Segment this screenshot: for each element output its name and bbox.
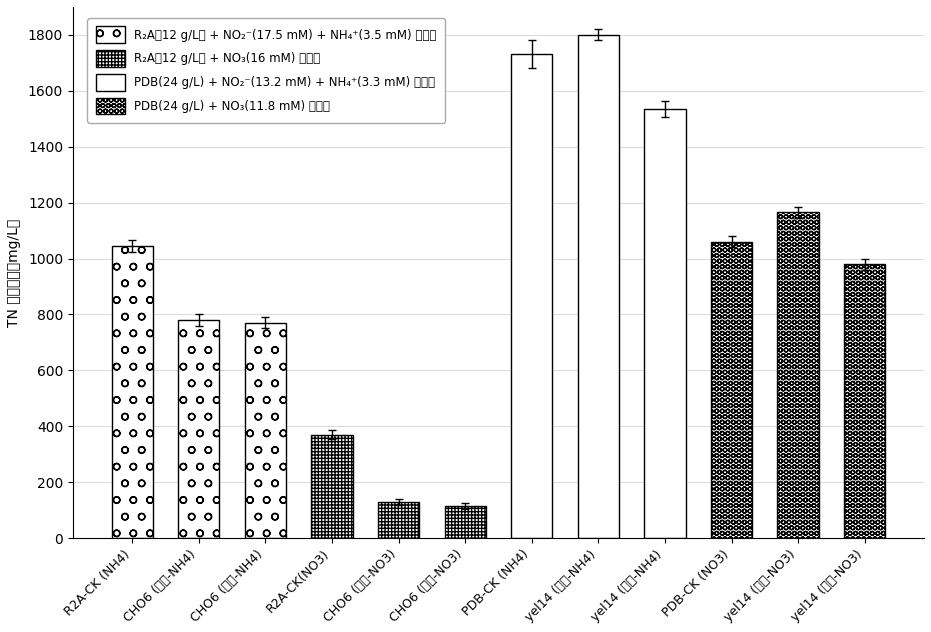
Bar — [444, 506, 486, 538]
Bar — [578, 35, 619, 538]
Bar — [245, 323, 286, 538]
Bar — [644, 109, 685, 538]
Bar — [178, 320, 220, 538]
Bar — [112, 246, 153, 538]
Y-axis label: TN 的剩余量（mg/L）: TN 的剩余量（mg/L） — [7, 219, 20, 327]
Bar — [711, 242, 752, 538]
Bar — [777, 212, 818, 538]
Legend: R₂A（12 g/L） + NO₂⁻(17.5 mM) + NH₄⁺(3.5 mM) 培养基, R₂A（12 g/L） + NO₃(16 mM) 培养基, PD: R₂A（12 g/L） + NO₂⁻(17.5 mM) + NH₄⁺(3.5 m… — [88, 18, 445, 123]
Bar — [378, 502, 419, 538]
Bar — [511, 54, 552, 538]
Bar — [844, 264, 885, 538]
Bar — [311, 435, 353, 538]
